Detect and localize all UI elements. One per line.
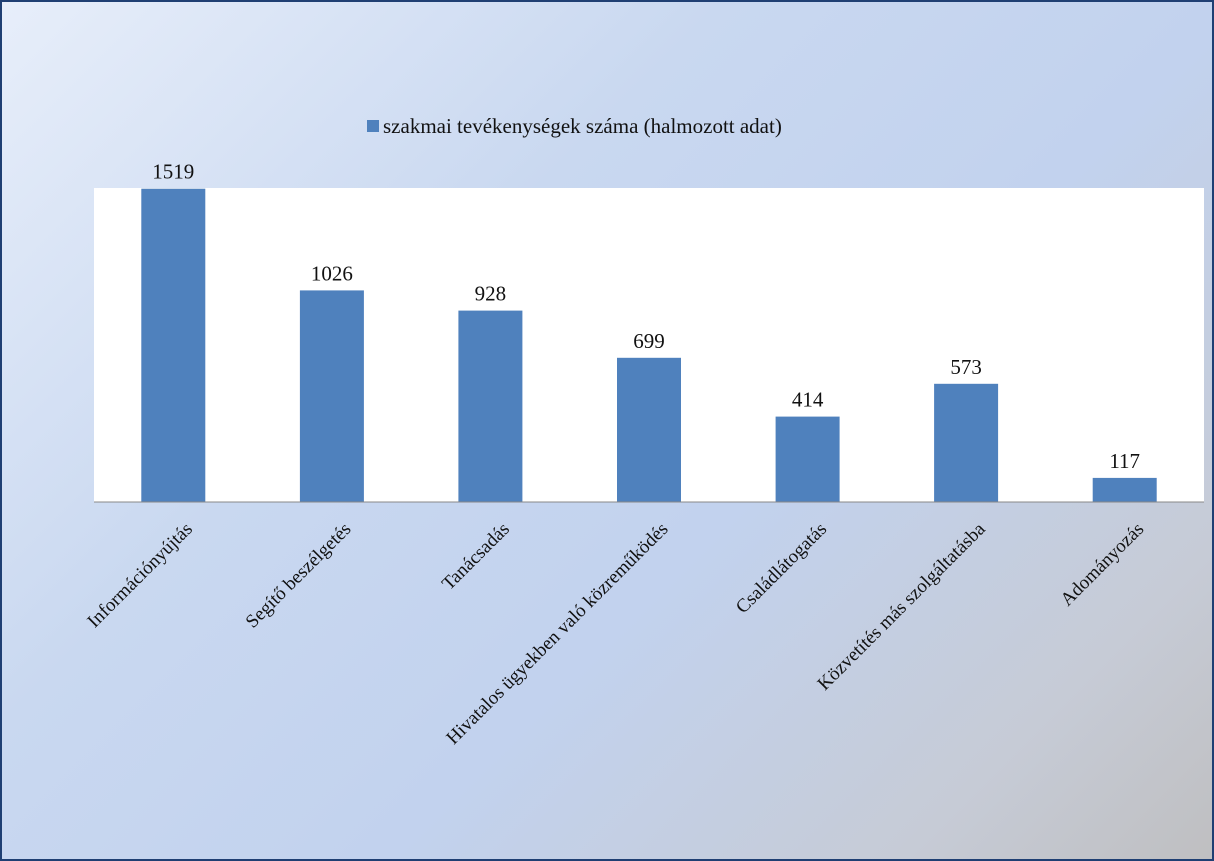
bar bbox=[141, 188, 206, 502]
bar bbox=[458, 310, 523, 502]
bar bbox=[299, 290, 364, 502]
category-label: Közvetítés más szolgáltatásba bbox=[814, 518, 990, 694]
value-label: 414 bbox=[792, 388, 824, 412]
category-label: Adományozás bbox=[1057, 519, 1149, 611]
bar bbox=[775, 416, 840, 502]
bar bbox=[934, 383, 999, 502]
bar bbox=[1092, 477, 1157, 502]
value-label: 1026 bbox=[311, 261, 353, 285]
value-label: 117 bbox=[1109, 449, 1140, 473]
bar bbox=[617, 357, 681, 502]
legend-swatch bbox=[367, 120, 379, 132]
category-label: Információnyújtás bbox=[83, 519, 196, 632]
value-labels: 1519 1026 928 699 414 573 117 bbox=[152, 160, 1140, 473]
value-label: 573 bbox=[950, 355, 982, 379]
value-label: 1519 bbox=[152, 160, 194, 184]
legend: szakmai tevékenységek száma (halmozott a… bbox=[367, 114, 782, 138]
legend-label: szakmai tevékenységek száma (halmozott a… bbox=[383, 114, 782, 138]
value-label: 928 bbox=[475, 282, 507, 306]
category-label: Családlátogatás bbox=[732, 519, 831, 618]
category-label: Segítő beszélgetés bbox=[242, 519, 356, 633]
category-labels: Információnyújtás Segítő beszélgetés Tanác… bbox=[83, 518, 1148, 749]
value-label: 699 bbox=[633, 329, 665, 353]
bars bbox=[141, 188, 1157, 502]
category-label: Tanácsadás bbox=[438, 519, 514, 595]
